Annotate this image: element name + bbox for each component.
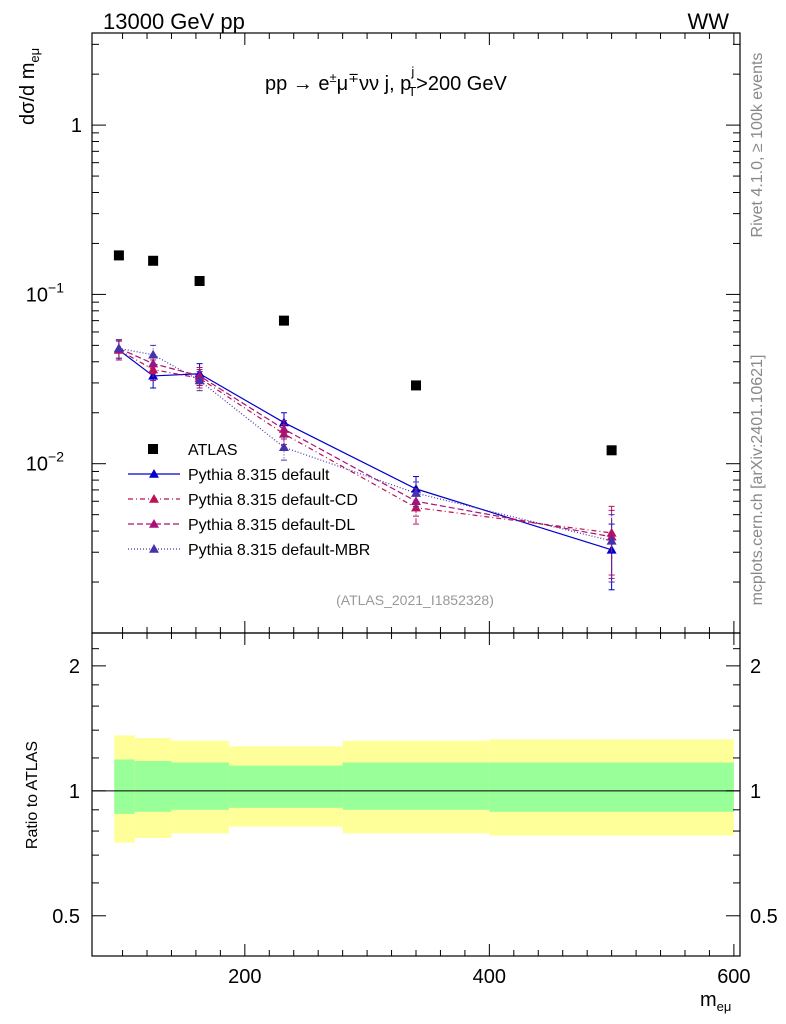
- ratio-tick-label-right-0: 2: [750, 656, 761, 678]
- y-tick-base-1: 10: [26, 284, 48, 306]
- x-tick-label-600: 600: [717, 966, 750, 988]
- title-sub-T: T: [408, 84, 416, 99]
- series-0: [113, 250, 617, 456]
- atlas-point-2: [194, 276, 205, 287]
- ratio-tick-label-left-0: 2: [69, 656, 80, 678]
- series-line-3: [118, 347, 612, 538]
- ratio-inner-band-4: [342, 762, 490, 810]
- title-lead: pp → e: [265, 73, 329, 95]
- series-4-point-2: [194, 375, 205, 385]
- x-tick-label-200: 200: [228, 966, 261, 988]
- legend-label-4: Pythia 8.315 default-MBR: [188, 542, 370, 559]
- series-4-point-0: [113, 343, 124, 353]
- atlas-point-3: [278, 315, 289, 326]
- y-tick-label-2: 10−2: [26, 449, 64, 476]
- ratio-inner-band-2: [171, 762, 229, 810]
- x-axis-label: meμ: [700, 989, 731, 1014]
- legend-marker-1: [149, 469, 159, 478]
- ratio-inner-band-1: [134, 760, 172, 812]
- title-sup1: ±: [329, 70, 336, 85]
- series-4-point-4: [411, 488, 421, 497]
- analysis-watermark: (ATLAS_2021_I1852328): [336, 592, 494, 608]
- rivet-version-label: Rivet 4.1.0, ≥ 100k events: [749, 53, 766, 238]
- ratio-y-axis-label: Ratio to ATLAS: [24, 741, 41, 849]
- ratio-inner-band-0: [114, 759, 135, 814]
- legend-marker-4: [149, 544, 159, 553]
- y-tick-label-1: 10−1: [26, 279, 64, 306]
- series-3-point-3: [278, 424, 289, 433]
- title-sup-j: j: [410, 64, 414, 79]
- series-4-point-1: [148, 349, 159, 359]
- ratio-tick-label-right-2: 0.5: [750, 906, 778, 928]
- title-sup2: ∓: [348, 70, 359, 85]
- series-line-1: [118, 349, 612, 551]
- series-3-point-1: [148, 358, 159, 368]
- process-label: WW: [687, 9, 729, 34]
- atlas-point-0: [113, 250, 124, 261]
- ratio-bands: [92, 735, 740, 843]
- series-4: [113, 339, 617, 583]
- x-tick-label-400: 400: [473, 966, 506, 988]
- y-tick-label-0: 1: [71, 115, 82, 137]
- series-line-4: [118, 347, 612, 542]
- y-axis-label-sub: eμ: [27, 48, 42, 63]
- legend-label-2: Pythia 8.315 default-CD: [188, 492, 358, 509]
- plot-title: pp → e±μ∓νν j, pj T>200 GeV: [265, 64, 507, 99]
- y-axis-label: dσ/d meμ: [17, 48, 42, 125]
- ratio-tick-label-right-1: 1: [750, 781, 761, 803]
- data-series: [113, 250, 617, 591]
- y-tick-base-2: 10: [26, 454, 48, 476]
- y-axis-label-main: dσ/d m: [17, 63, 39, 125]
- legend: ATLAS Pythia 8.315 default Pythia 8.315 de…: [128, 442, 370, 559]
- legend-marker-2: [149, 494, 159, 503]
- ratio-inner-band-3: [228, 765, 343, 808]
- series-line-2: [118, 349, 612, 534]
- x-axis-label-sub: eμ: [717, 999, 732, 1014]
- title-tail: >200 GeV: [416, 73, 507, 95]
- series-4-point-3: [278, 442, 289, 452]
- legend-label-1: Pythia 8.315 default: [188, 467, 330, 484]
- series-4-point-5: [606, 535, 617, 545]
- x-axis-label-main: m: [700, 989, 717, 1011]
- energy-label: 13000 GeV pp: [103, 9, 245, 34]
- atlas-point-1: [148, 255, 159, 266]
- ratio-tick-label-left-1: 1: [69, 781, 80, 803]
- y-tick-exp-2: −2: [48, 449, 64, 465]
- title-mid1: μ: [337, 73, 349, 95]
- mcplots-label: mcplots.cern.ch [arXiv:2401.10621]: [749, 355, 766, 606]
- legend-marker-3: [149, 519, 159, 528]
- title-mid2: νν j, p: [359, 73, 411, 95]
- legend-label-0: ATLAS: [188, 442, 238, 459]
- ratio-tick-label-left-2: 0.5: [52, 906, 80, 928]
- y-tick-exp-1: −1: [48, 279, 64, 295]
- legend-label-3: Pythia 8.315 default-DL: [188, 517, 355, 534]
- atlas-point-4: [411, 380, 421, 391]
- ratio-inner-band-5: [489, 762, 734, 812]
- legend-marker-0: [148, 444, 158, 454]
- atlas-point-5: [606, 445, 617, 456]
